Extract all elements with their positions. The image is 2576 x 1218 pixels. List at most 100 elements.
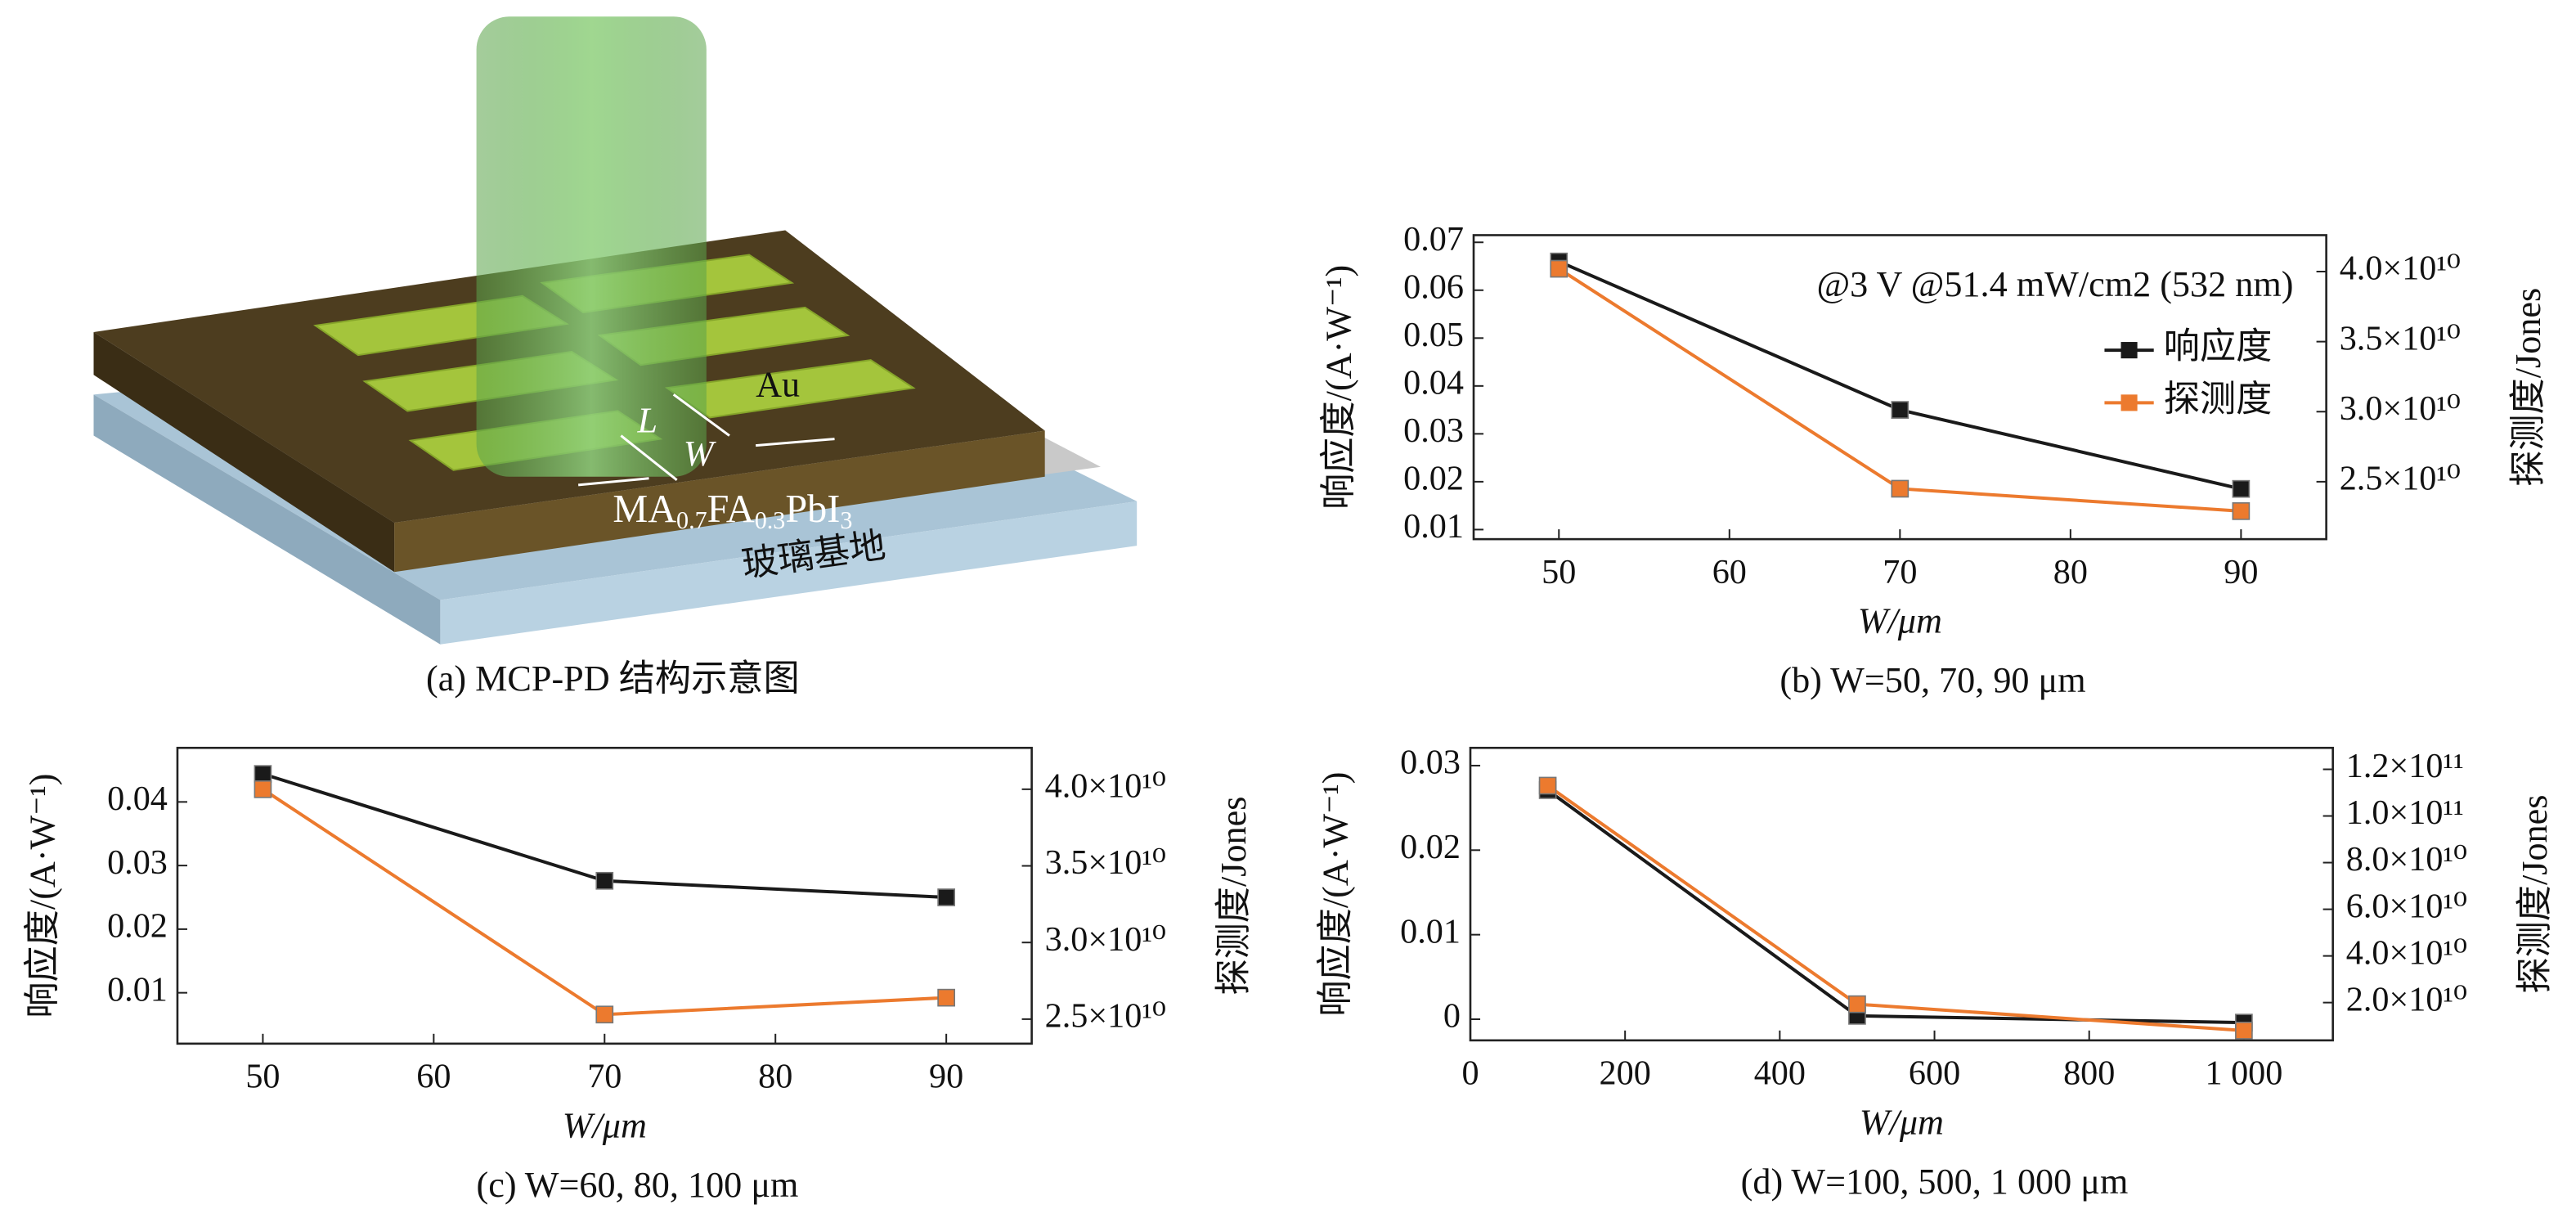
y2-tick-label: 6.0×10¹⁰: [2346, 887, 2467, 925]
gap-line: [672, 393, 730, 437]
x-tick-label: 200: [1600, 1054, 1651, 1093]
y2-tick-label: 4.0×10¹⁰: [1045, 767, 1166, 806]
y-tick-label: 0.06: [1403, 267, 1464, 306]
y-axis-label: 响应度/(A·W⁻¹): [1315, 771, 1355, 1016]
y2-tick-label: 3.5×10¹⁰: [2340, 319, 2461, 357]
x-axis-label: W/μm: [1860, 1102, 1944, 1142]
y-tick-label: 0.02: [107, 907, 168, 946]
y2-tick-label: 3.0×10¹⁰: [2340, 389, 2461, 428]
marker: [1891, 401, 1910, 419]
y-tick-label: 0.03: [107, 843, 168, 882]
film-label: MA0.7FA0.3PbI3: [613, 488, 852, 534]
marker: [595, 1005, 614, 1024]
chart: 50 60 70 80 90 0.01 0.02 0.03 0.04 2.5×10¹⁰ 3.0×10…: [22, 746, 1254, 1205]
film-part: PbI: [785, 488, 840, 531]
film-sub: 3: [840, 506, 852, 534]
caption: (c) W=60, 80, 100 μm: [477, 1165, 799, 1205]
glass-front: [440, 501, 1138, 645]
marker: [937, 888, 955, 906]
x-tick-label: 60: [416, 1058, 451, 1096]
marker: [937, 988, 955, 1007]
x-axis-label: W/μm: [563, 1105, 647, 1145]
legend-label: 响应度: [2164, 326, 2273, 366]
x-tick-label: 90: [2224, 553, 2258, 591]
marker: [2232, 479, 2251, 498]
gap-line: [620, 434, 678, 481]
film-side: [93, 331, 395, 573]
y-tick-label: 0.04: [107, 780, 168, 818]
y2-tick-label: 2.0×10¹⁰: [2346, 980, 2467, 1018]
legend-marker: [2120, 342, 2138, 359]
y-tick-label: 0.01: [1400, 912, 1461, 951]
y-axis-label: 响应度/(A·W⁻¹): [1318, 265, 1358, 510]
y2-axis-label: 探测度/Jones: [2508, 288, 2548, 487]
marker: [1891, 479, 1910, 498]
marker: [254, 780, 272, 798]
chart: 0 200 400 600 800 1 000 0 0.01 0.02 0.03 2.0×10¹⁰ 4…: [1315, 744, 2555, 1202]
marker: [1550, 259, 1568, 278]
y-tick-label: 0.02: [1400, 828, 1461, 866]
x-tick-label: 80: [758, 1058, 792, 1096]
marker: [2232, 502, 2251, 520]
x-tick-label: 90: [929, 1058, 963, 1096]
x-tick-label: 0: [1461, 1054, 1479, 1093]
marker: [595, 871, 614, 890]
x-tick-label: 60: [1712, 553, 1747, 591]
y-tick-label: 0.01: [1403, 507, 1464, 546]
x-tick-label: 80: [2053, 553, 2088, 591]
x-tick-label: 1 000: [2205, 1054, 2282, 1093]
glass-side: [93, 394, 441, 645]
marker: [1538, 776, 1557, 795]
x-axis-label: W/μm: [1858, 601, 1942, 641]
legend-label: 探测度: [2164, 380, 2273, 420]
x-tick-label: 600: [1909, 1054, 1960, 1093]
laser-beam: [476, 16, 707, 477]
caption: (d) W=100, 500, 1 000 μm: [1741, 1162, 2129, 1202]
y2-tick-label: 2.5×10¹⁰: [2340, 460, 2461, 498]
film-part: MA: [613, 488, 676, 531]
annotation: @3 V @51.4 mW/cm2 (532 nm): [1816, 264, 2293, 304]
y-tick-label: 0.07: [1403, 220, 1464, 258]
marker: [2235, 1022, 2253, 1040]
y-tick-label: 0.03: [1400, 744, 1461, 782]
film-sub: 0.3: [755, 506, 786, 534]
width-label: W: [684, 434, 717, 474]
y2-axis-label: 探测度/Jones: [2515, 795, 2555, 994]
series-line: [1546, 784, 2245, 1032]
electrode-label: Au: [756, 364, 800, 404]
y2-tick-label: 4.0×10¹⁰: [2340, 249, 2461, 288]
x-tick-label: 50: [245, 1058, 280, 1096]
y2-tick-label: 3.0×10¹⁰: [1045, 920, 1166, 959]
y2-tick-label: 1.0×10¹¹: [2346, 793, 2464, 832]
y2-axis-label: 探测度/Jones: [1214, 797, 1254, 996]
length-label: L: [636, 401, 657, 441]
x-tick-label: 70: [587, 1058, 622, 1096]
caption: (b) W=50, 70, 90 μm: [1779, 660, 2085, 700]
film-part: FA: [707, 488, 755, 531]
x-tick-label: 70: [1883, 553, 1917, 591]
device-diagram: Au L W MA0.7FA0.3PbI3 玻璃基地 (a) MCP-PD 结构…: [93, 16, 1138, 699]
y-tick-label: 0.01: [107, 970, 168, 1009]
arrow: [755, 438, 835, 447]
marker: [254, 765, 272, 783]
x-tick-label: 800: [2063, 1054, 2115, 1093]
x-tick-label: 50: [1542, 553, 1576, 591]
series-line: [1546, 789, 2244, 1025]
y2-tick-label: 2.5×10¹⁰: [1045, 997, 1166, 1036]
y2-tick-label: 4.0×10¹⁰: [2346, 933, 2467, 972]
y2-tick-label: 1.2×10¹¹: [2346, 747, 2464, 785]
arrow: [578, 477, 649, 487]
y-tick-label: 0.02: [1403, 460, 1464, 498]
plot-frame: [1469, 746, 2334, 1042]
y2-tick-label: 3.5×10¹⁰: [1045, 843, 1166, 882]
y2-tick-label: 8.0×10¹⁰: [2346, 840, 2467, 879]
caption: (a) MCP-PD 结构示意图: [426, 658, 800, 699]
legend-marker: [2120, 394, 2138, 411]
chart: 50 60 70 80 90 0.01 0.02 0.03 0.04 0.05 0.06 0.07 2.…: [1318, 220, 2547, 700]
y-tick-label: 0.03: [1403, 411, 1464, 450]
y-tick-label: 0.05: [1403, 316, 1464, 354]
marker: [1848, 995, 1866, 1014]
film-front: [394, 430, 1045, 573]
y-tick-label: 0.04: [1403, 364, 1464, 402]
